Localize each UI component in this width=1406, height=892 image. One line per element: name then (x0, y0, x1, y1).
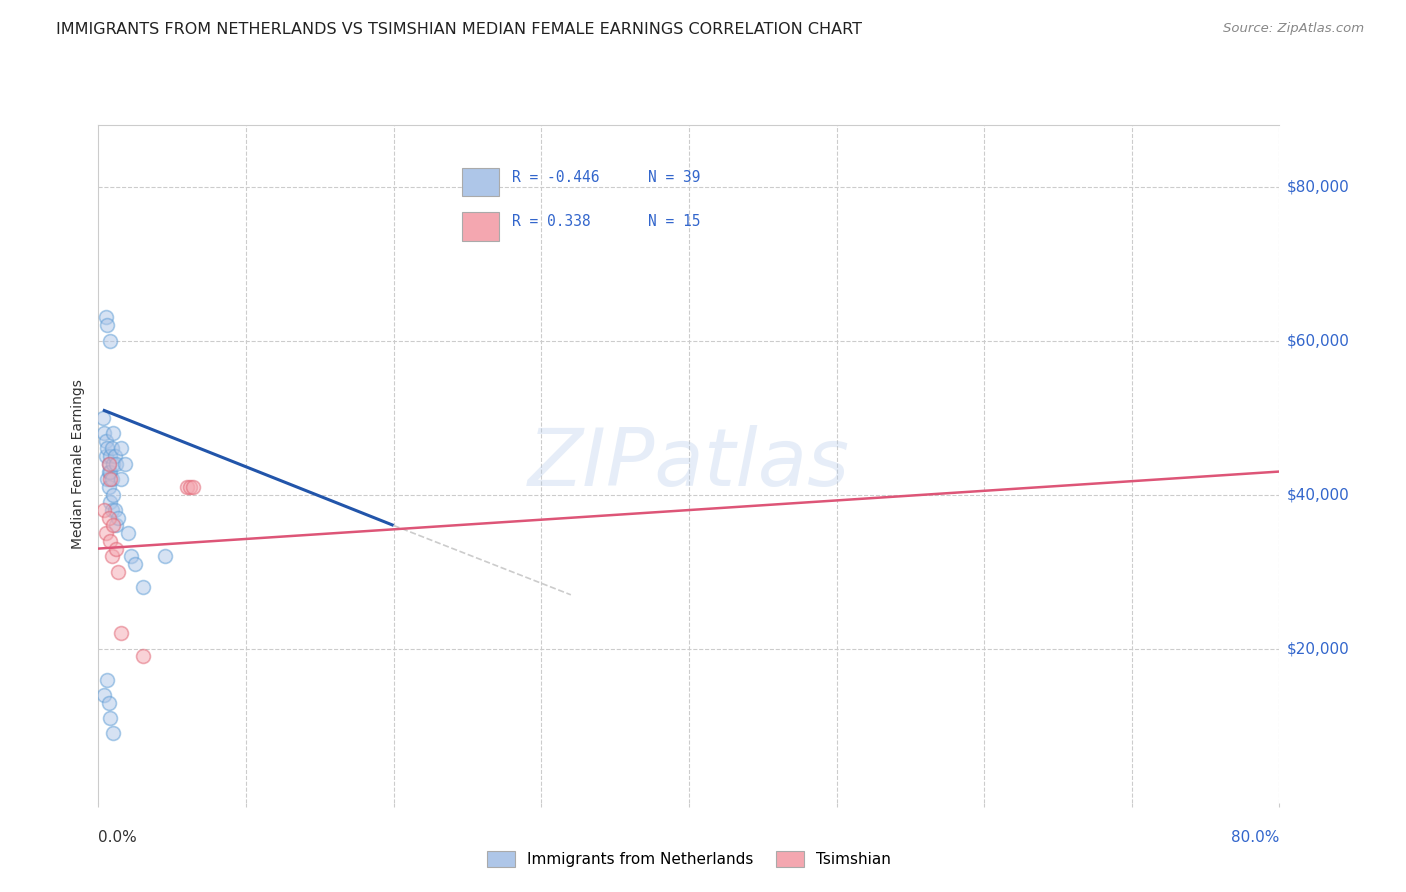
Point (93, 503, 115, 517)
Point (94, 310, 117, 325)
Point (103, 488, 125, 502)
Point (97, 510, 120, 524)
Text: IMMIGRANTS FROM NETHERLANDS VS TSIMSHIAN MEDIAN FEMALE EARNINGS CORRELATION CHAR: IMMIGRANTS FROM NETHERLANDS VS TSIMSHIAN… (56, 22, 862, 37)
Point (132, 580, 155, 594)
Point (100, 503, 122, 517)
Point (107, 510, 129, 524)
Text: $80,000: $80,000 (1286, 179, 1350, 194)
Point (103, 726, 125, 740)
Text: $60,000: $60,000 (1286, 333, 1350, 348)
Point (97, 696, 120, 710)
Text: $20,000: $20,000 (1286, 641, 1350, 657)
Point (114, 457, 136, 471)
Point (94, 434, 117, 448)
Text: 80.0%: 80.0% (1232, 830, 1279, 845)
Point (97, 480, 120, 494)
Point (132, 649, 155, 664)
Point (98, 472, 121, 486)
Point (100, 549, 122, 564)
Point (96, 318, 118, 333)
Point (91, 410, 114, 425)
Point (105, 541, 128, 556)
Point (94, 526, 117, 541)
Point (100, 442, 122, 456)
Point (103, 518, 125, 533)
Point (120, 549, 142, 564)
Point (98, 334, 121, 348)
Point (104, 503, 127, 517)
Point (98, 495, 121, 509)
Point (96, 673, 118, 687)
Point (97, 465, 120, 479)
Point (153, 549, 176, 564)
Point (98, 449, 121, 463)
Point (176, 480, 198, 494)
FancyBboxPatch shape (463, 212, 499, 241)
Point (179, 480, 201, 494)
Text: $40,000: $40,000 (1286, 487, 1350, 502)
Point (96, 472, 118, 486)
Point (105, 518, 128, 533)
Point (103, 425, 125, 440)
Point (110, 442, 132, 456)
Point (97, 457, 120, 471)
Point (100, 472, 122, 486)
Point (93, 425, 115, 440)
Text: ZIPatlas: ZIPatlas (527, 425, 851, 503)
Point (98, 711, 121, 725)
Point (93, 688, 115, 702)
Point (105, 457, 128, 471)
Legend: Immigrants from Netherlands, Tsimshian: Immigrants from Netherlands, Tsimshian (481, 845, 897, 873)
Point (107, 565, 129, 579)
Point (110, 472, 132, 486)
Text: N = 39: N = 39 (648, 169, 700, 185)
Text: Source: ZipAtlas.com: Source: ZipAtlas.com (1223, 22, 1364, 36)
Text: R = -0.446: R = -0.446 (512, 169, 599, 185)
FancyBboxPatch shape (463, 168, 499, 196)
Point (124, 557, 146, 571)
Text: N = 15: N = 15 (648, 214, 700, 229)
Point (98, 533, 121, 548)
Point (117, 526, 139, 541)
Point (97, 457, 120, 471)
Text: R = 0.338: R = 0.338 (512, 214, 591, 229)
Point (98, 465, 121, 479)
Point (104, 449, 127, 463)
Point (110, 626, 132, 640)
Point (94, 449, 117, 463)
Y-axis label: Median Female Earnings: Median Female Earnings (72, 379, 86, 549)
Point (103, 457, 125, 471)
Text: 0.0%: 0.0% (98, 830, 138, 845)
Point (181, 480, 204, 494)
Point (96, 442, 118, 456)
